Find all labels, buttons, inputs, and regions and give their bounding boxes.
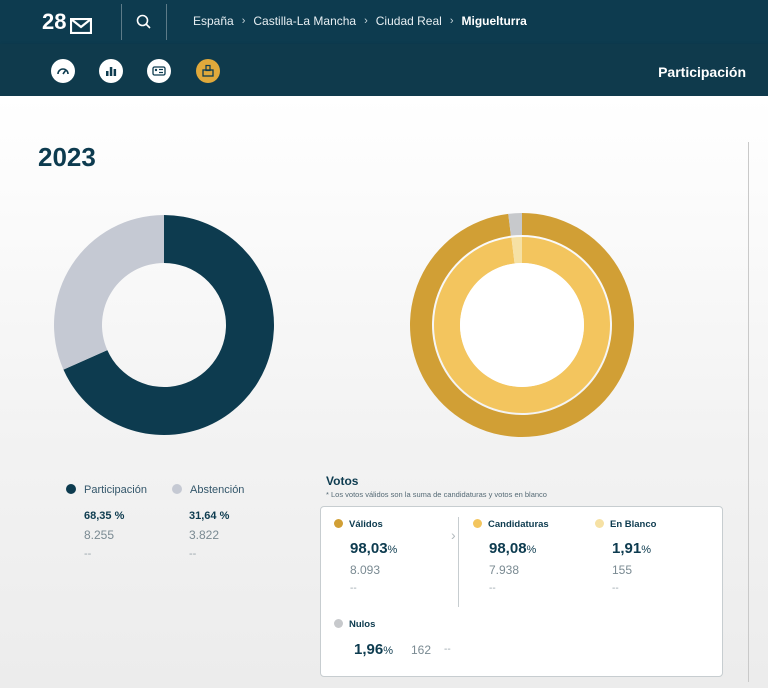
participation-donut-chart bbox=[53, 215, 275, 435]
divider bbox=[748, 142, 749, 682]
brace-icon: › bbox=[451, 527, 456, 543]
en-blanco-count: 155 bbox=[612, 563, 633, 577]
main-content: 2023 Participación Abstención 68,35 % 31… bbox=[0, 96, 768, 688]
slice-candidaturas bbox=[434, 237, 610, 413]
en-blanco-change: -- bbox=[612, 583, 619, 594]
legend-label: Abstención bbox=[190, 484, 245, 496]
logo-text: 28 bbox=[42, 9, 67, 34]
slice-abstencion bbox=[53, 215, 164, 370]
candidaturas-change: -- bbox=[489, 583, 496, 594]
nulos-count: 162 bbox=[411, 643, 432, 657]
en-blanco-label: En Blanco bbox=[595, 519, 656, 530]
votos-note: * Los votos válidos son la suma de candi… bbox=[326, 490, 547, 499]
divider bbox=[166, 4, 167, 40]
chevron-right-icon: › bbox=[449, 15, 454, 27]
slice-participacion bbox=[63, 215, 275, 435]
participacion-pct: 68,35 % bbox=[84, 510, 125, 522]
participacion-dot bbox=[66, 484, 76, 494]
legend-abstencion: Abstención bbox=[172, 484, 244, 496]
divider bbox=[121, 4, 122, 40]
nulos-change: -- bbox=[444, 644, 451, 655]
candidaturas-label: Candidaturas bbox=[473, 519, 549, 530]
en-blanco-pct: 1,91% bbox=[612, 540, 651, 557]
envelope-icon bbox=[70, 14, 93, 35]
nulos-label: Nulos bbox=[334, 619, 375, 630]
chevron-right-icon: › bbox=[241, 15, 246, 27]
participacion-change: -- bbox=[84, 548, 92, 560]
abstencion-change: -- bbox=[189, 548, 197, 560]
candidaturas-pct: 98,08% bbox=[489, 540, 537, 557]
abstencion-dot bbox=[172, 484, 182, 494]
candidaturas-dot bbox=[473, 519, 482, 528]
breadcrumb-espana[interactable]: España bbox=[193, 14, 234, 28]
validos-change: -- bbox=[350, 583, 357, 594]
breadcrumb-current: Miguelturra bbox=[461, 14, 527, 28]
legend-label: Participación bbox=[84, 484, 147, 496]
section-title: Participación bbox=[658, 64, 746, 80]
slice-en-blanco bbox=[511, 237, 522, 264]
search-icon[interactable] bbox=[134, 12, 154, 32]
candidaturas-count: 7.938 bbox=[489, 563, 520, 577]
breadcrumb-castilla-la-mancha[interactable]: Castilla-La Mancha bbox=[253, 14, 357, 28]
participacion-count: 8.255 bbox=[84, 528, 115, 542]
candidates-icon[interactable] bbox=[147, 59, 171, 83]
section-nav: Participación bbox=[0, 44, 768, 96]
en-blanco-dot bbox=[595, 519, 604, 528]
speedometer-icon[interactable] bbox=[51, 59, 75, 83]
abstencion-pct: 31,64 % bbox=[189, 510, 230, 522]
votes-donut-chart bbox=[410, 213, 634, 437]
validos-label: Válidos bbox=[334, 519, 383, 530]
breadcrumb-ciudad-real[interactable]: Ciudad Real bbox=[375, 14, 442, 28]
validos-dot bbox=[334, 519, 343, 528]
abstencion-count: 3.822 bbox=[189, 528, 220, 542]
top-bar: 28 España › Castilla-La Mancha › Ciudad … bbox=[0, 0, 768, 44]
ballot-box-icon[interactable] bbox=[196, 59, 220, 83]
bar-chart-icon[interactable] bbox=[99, 59, 123, 83]
nulos-dot bbox=[334, 619, 343, 628]
validos-count: 8.093 bbox=[350, 563, 381, 577]
nulos-pct: 1,96% bbox=[354, 641, 393, 658]
slice-nulos bbox=[508, 213, 522, 236]
chevron-right-icon: › bbox=[364, 15, 368, 27]
votos-panel: › Válidos 98,03% 8.093 -- Candidaturas 9… bbox=[320, 506, 723, 677]
validos-pct: 98,03% bbox=[350, 540, 398, 557]
donut-hole bbox=[460, 263, 584, 387]
divider bbox=[458, 517, 459, 607]
site-logo[interactable]: 28 bbox=[42, 9, 93, 35]
year-heading: 2023 bbox=[38, 142, 96, 172]
legend-participacion: Participación bbox=[66, 484, 147, 496]
breadcrumb: España › Castilla-La Mancha › Ciudad Rea… bbox=[193, 14, 527, 28]
votos-title: Votos bbox=[326, 474, 359, 488]
